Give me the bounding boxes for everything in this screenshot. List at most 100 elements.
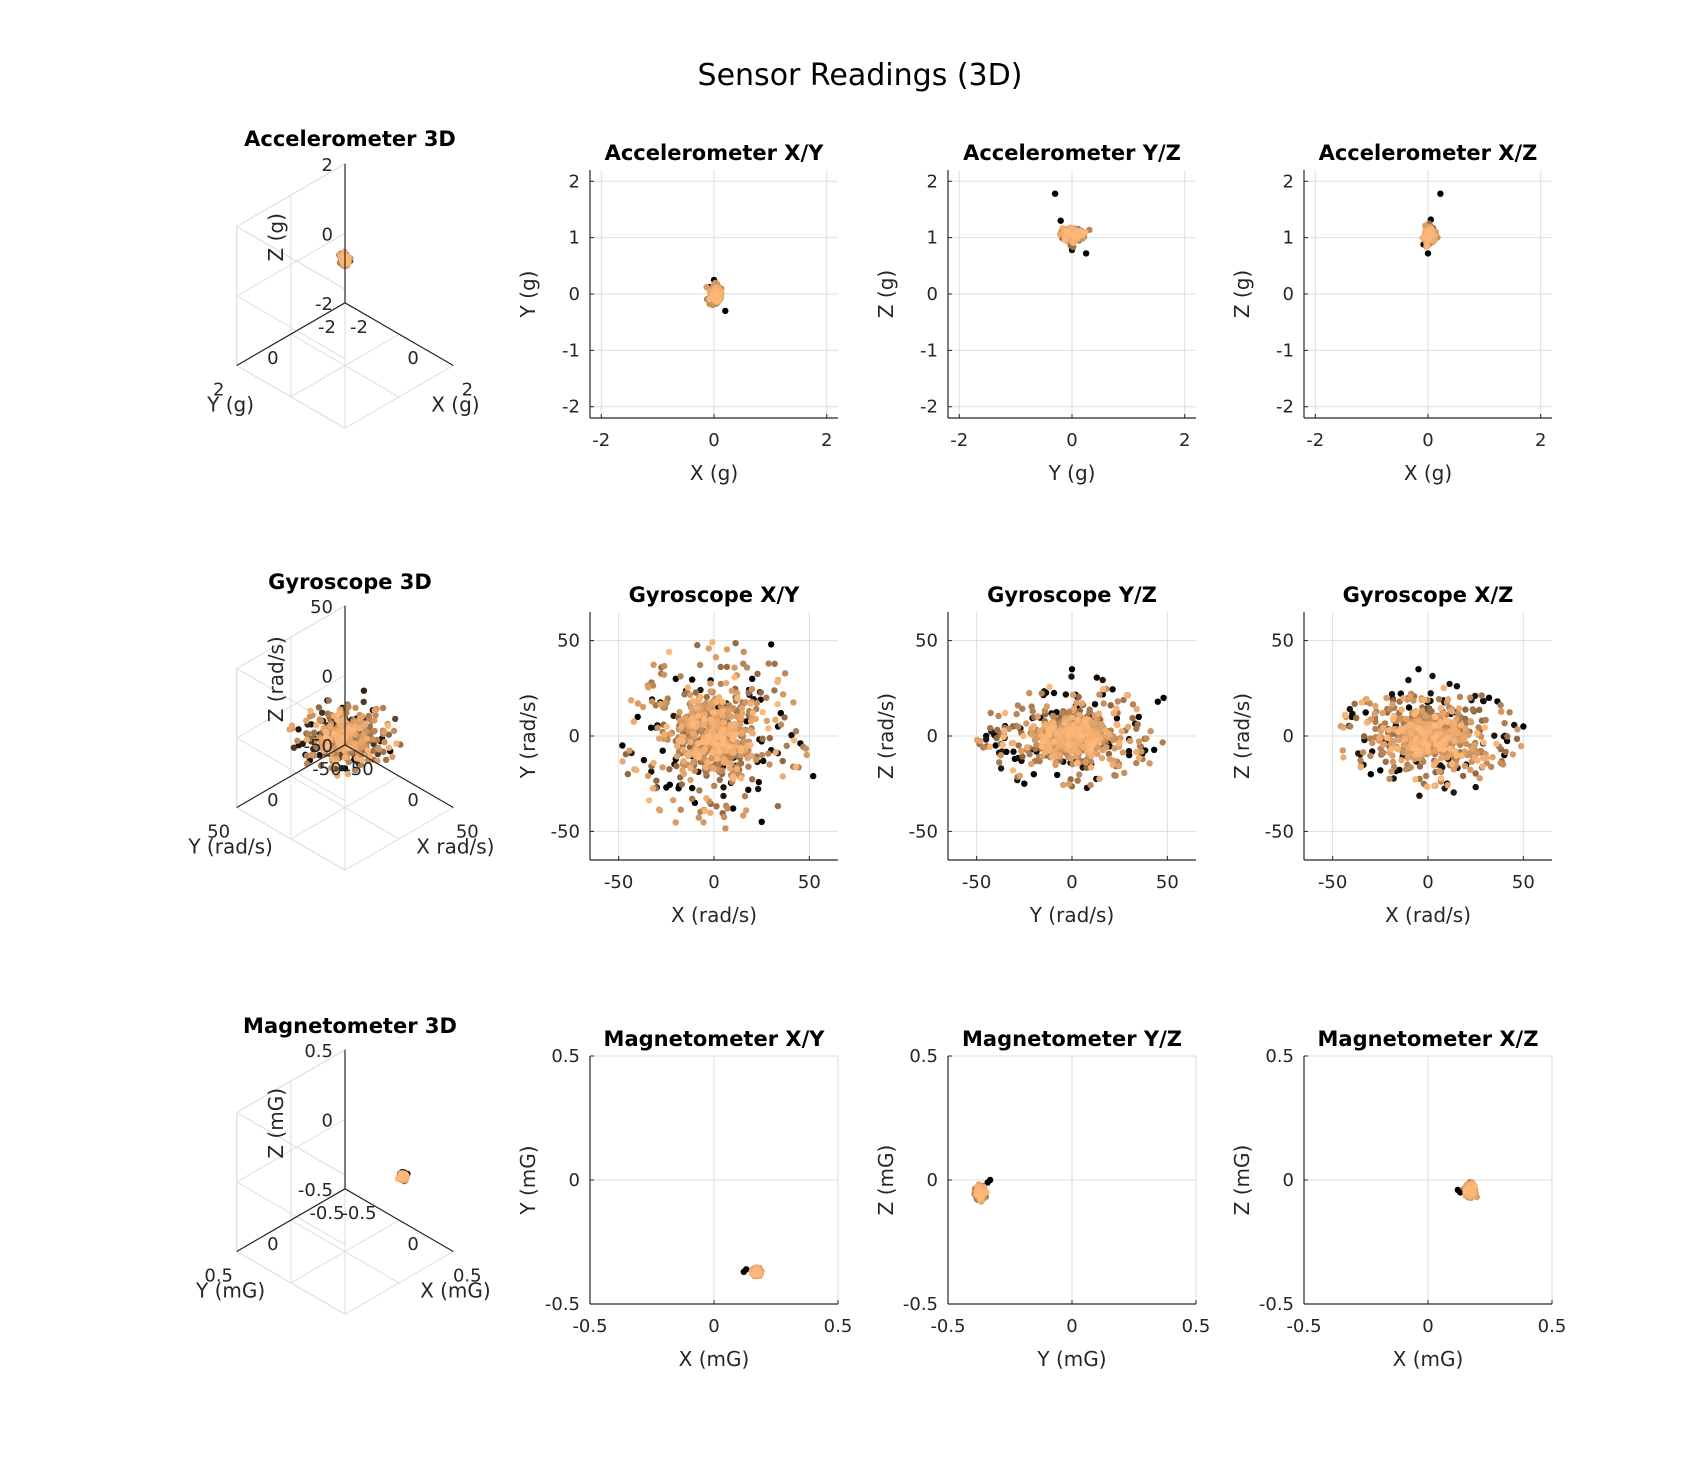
y-tick-label: 1 (1283, 228, 1294, 249)
figure-title: Sensor Readings (3D) (697, 58, 1023, 93)
data-point (1339, 747, 1347, 754)
y-tick-label: 0.5 (204, 1266, 233, 1287)
data-point (1402, 766, 1410, 773)
data-point (1077, 228, 1084, 235)
data-point (737, 775, 745, 782)
axis-3d-line (236, 365, 346, 429)
x-axis-line (344, 302, 454, 367)
y-tick-label: 50 (557, 631, 580, 652)
data-point (393, 740, 400, 747)
subplot-9: -0.5 0 0.5-0.500.5X (mG)Y (mG)Magnetometer… (516, 1027, 852, 1371)
data-point (1136, 743, 1144, 750)
data-point (666, 766, 673, 773)
data-point (1116, 739, 1123, 747)
data-point (1050, 689, 1058, 697)
x-tick-label: 0 (708, 872, 719, 893)
data-point (710, 765, 717, 772)
data-point (1063, 228, 1070, 235)
data-point (303, 736, 311, 743)
data-point (992, 742, 999, 749)
data-point (777, 721, 785, 728)
x-axis-label: X (rad/s) (1385, 903, 1471, 927)
data-point (1082, 229, 1089, 236)
data-point (1474, 757, 1481, 764)
y-axis-label: Z (rad/s) (1230, 693, 1254, 779)
data-point (640, 756, 648, 764)
data-point (1382, 758, 1389, 765)
data-point (659, 747, 666, 754)
data-point (678, 781, 685, 788)
data-point (712, 654, 720, 661)
data-point (1476, 775, 1483, 782)
data-point (1070, 239, 1077, 246)
y-tick-label: 1 (569, 228, 580, 249)
data-point (1001, 709, 1009, 717)
data-point (1125, 747, 1133, 755)
data-point (707, 809, 714, 816)
data-point (1120, 696, 1127, 704)
data-point (672, 675, 679, 682)
y-tick-label: 0 (569, 1170, 580, 1191)
data-point (1151, 746, 1158, 753)
data-point (1055, 743, 1062, 750)
z-tick-label: -50 (304, 736, 333, 757)
data-point (1054, 771, 1061, 779)
data-point (371, 717, 378, 724)
data-point (1360, 733, 1368, 740)
data-point (783, 742, 790, 749)
data-point (713, 803, 720, 810)
data-point (749, 730, 756, 737)
data-point (1133, 725, 1140, 732)
data-point (1123, 692, 1130, 699)
data-point (1065, 780, 1072, 788)
x-tick-label: -2 (950, 430, 968, 451)
data-point (1057, 727, 1064, 734)
x-axis-label: Y (g) (1048, 461, 1096, 485)
data-point (653, 777, 660, 784)
y-tick-label: -2 (562, 397, 580, 418)
z-axis-label: Z (g) (264, 213, 288, 261)
data-point (308, 751, 315, 759)
data-point (673, 743, 681, 750)
data-point (1067, 776, 1074, 783)
data-point (1100, 700, 1107, 707)
axis-3d-line (236, 737, 346, 802)
data-point (1448, 708, 1456, 715)
data-point (699, 738, 706, 746)
data-point (384, 722, 392, 729)
data-point (1400, 741, 1408, 749)
data-point (335, 740, 343, 747)
y-tick-label: 2 (213, 380, 224, 401)
data-point (1424, 783, 1431, 790)
data-point (673, 753, 681, 760)
data-point (627, 697, 635, 704)
data-point (1359, 749, 1367, 756)
data-point (336, 709, 343, 716)
data-point (705, 645, 712, 652)
y-axis-label: Y (mG) (516, 1145, 540, 1215)
data-point (1357, 757, 1364, 764)
data-point (1082, 759, 1089, 766)
y-tick-label: 0 (569, 284, 580, 305)
data-point (1096, 691, 1103, 698)
x-axis-line (344, 1188, 454, 1253)
data-point (993, 734, 1000, 742)
data-point (1068, 714, 1076, 721)
data-point (677, 673, 684, 680)
data-point (661, 731, 668, 738)
data-point (672, 819, 679, 826)
data-point (1000, 733, 1007, 741)
data-point (1469, 745, 1476, 752)
data-point (1430, 762, 1438, 769)
data-point (758, 818, 765, 825)
data-point (679, 746, 686, 753)
data-point (1117, 734, 1124, 742)
data-point (731, 743, 738, 751)
x-axis-label: Y (rad/s) (1029, 903, 1115, 927)
data-point (730, 749, 737, 756)
subplot-title: Gyroscope Y/Z (987, 583, 1157, 607)
y-tick-label: 50 (207, 822, 230, 843)
y-tick-label: -1 (1276, 340, 1294, 361)
